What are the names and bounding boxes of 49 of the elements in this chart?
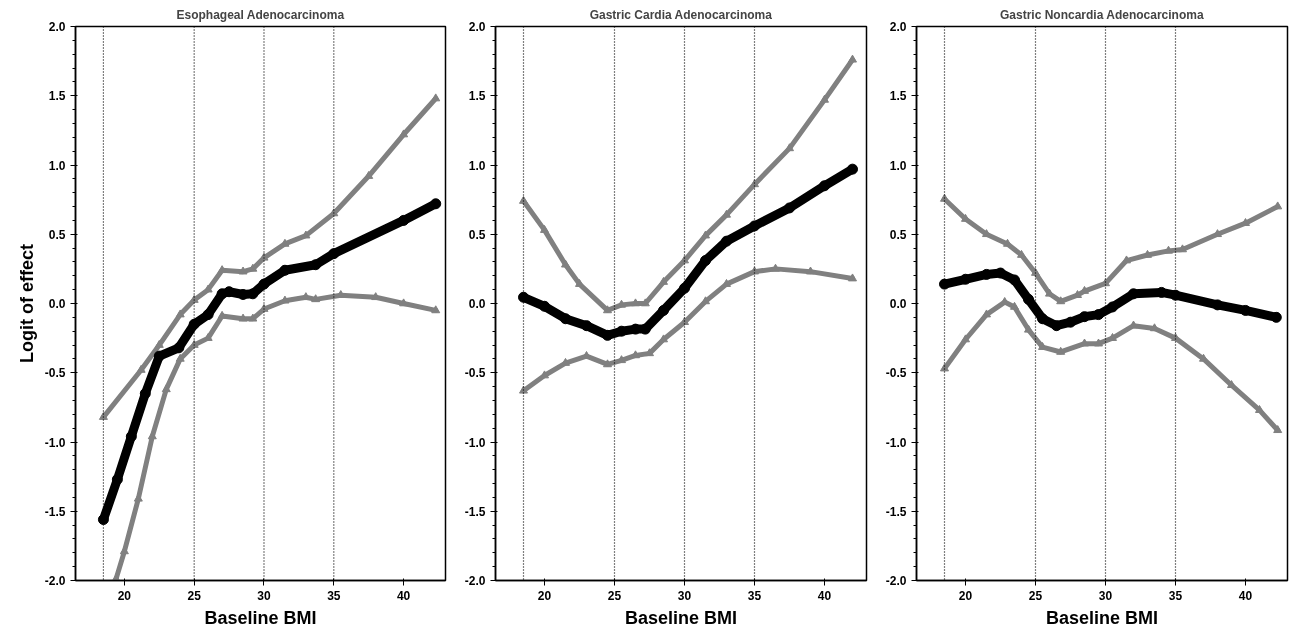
x-tick-label: 35: [747, 588, 762, 603]
y-tick-label: 0.0: [468, 297, 486, 311]
y-tick-label: 0.0: [889, 297, 907, 311]
x-tick-label: 30: [257, 588, 271, 603]
x-tick-label: 20: [117, 588, 132, 603]
y-tick-label: -1.0: [44, 435, 66, 450]
x-tick-label: 30: [677, 588, 692, 603]
y-tick-label: -1.5: [464, 504, 486, 519]
x-tick-label: 20: [537, 588, 552, 603]
y-tick-label: 0.5: [48, 227, 66, 242]
y-tick-label: 2.0: [468, 20, 486, 34]
y-axis-title: Logit of effect: [16, 243, 37, 363]
x-axis-title: Baseline BMI: [204, 607, 317, 628]
y-tick-label: -0.5: [885, 366, 907, 381]
y-tick-label: -2.0: [464, 574, 486, 588]
y-tick-label: -2.0: [44, 574, 66, 588]
x-tick-label: 25: [187, 588, 202, 603]
y-tick-label: -2.0: [885, 574, 907, 588]
x-tick-label: 35: [327, 588, 341, 603]
x-tick-label: 25: [607, 588, 622, 603]
y-tick-label: 1.5: [889, 89, 907, 104]
chart-title: Gastric Noncardia Adenocarcinoma: [999, 7, 1204, 22]
y-tick-label: 1.0: [468, 158, 486, 173]
chart-title: Gastric Cardia Adenocarcinoma: [589, 7, 773, 22]
y-tick-label: 0.5: [889, 227, 907, 242]
y-tick-label: -0.5: [464, 366, 486, 381]
y-tick-label: -1.5: [44, 504, 66, 519]
y-tick-label: 1.0: [48, 158, 66, 173]
y-tick-label: 1.0: [889, 158, 907, 173]
x-tick-label: 40: [396, 588, 411, 603]
x-tick-label: 25: [1028, 588, 1043, 603]
x-axis-title: Baseline BMI: [1045, 607, 1159, 628]
y-tick-label: 1.5: [48, 89, 66, 104]
x-tick-label: 40: [1238, 588, 1253, 603]
y-tick-label: 1.5: [468, 89, 486, 104]
x-tick-label: 35: [1168, 588, 1183, 603]
y-tick-label: 0.0: [48, 297, 66, 311]
y-tick-label: 2.0: [889, 20, 907, 34]
y-tick-label: -1.0: [885, 435, 907, 450]
x-tick-label: 30: [1098, 588, 1113, 603]
y-tick-label: -1.5: [885, 504, 907, 519]
y-tick-label: 2.0: [48, 20, 66, 34]
x-tick-label: 20: [958, 588, 973, 603]
y-tick-label: 0.5: [468, 227, 486, 242]
x-tick-label: 40: [817, 588, 832, 603]
chart-title: Esophageal Adenocarcinoma: [176, 7, 345, 22]
x-axis-title: Baseline BMI: [624, 607, 738, 628]
y-tick-label: -1.0: [464, 435, 486, 450]
y-tick-label: -0.5: [44, 366, 66, 381]
